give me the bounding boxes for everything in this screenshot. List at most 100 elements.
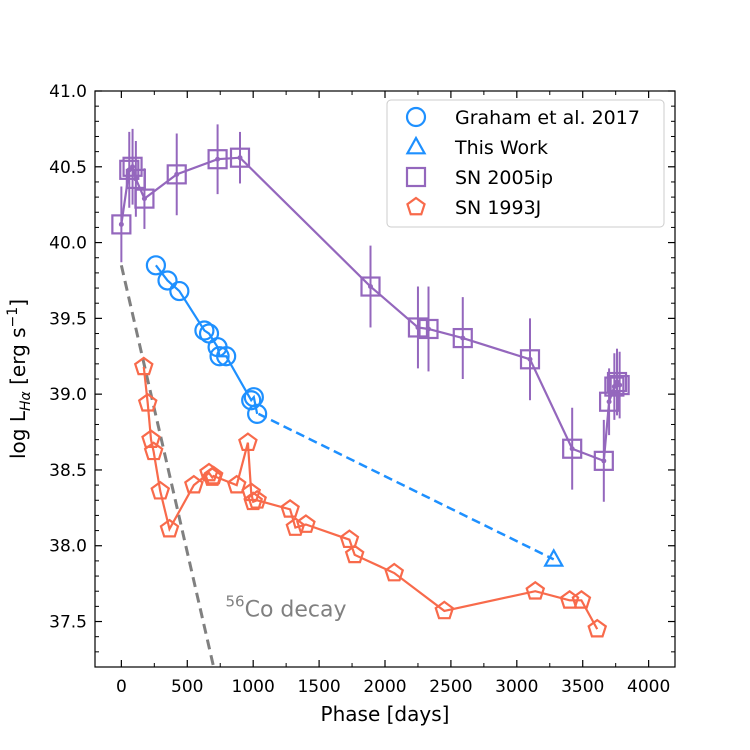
- sn-2005ip-center-dot: [611, 384, 617, 390]
- sn-2005ip-point: [562, 438, 583, 459]
- sn-2005ip-center-dot: [606, 399, 612, 405]
- y-tick-label: 39.0: [49, 385, 87, 405]
- graham-et-al-2017-point: [247, 403, 268, 424]
- sn-1993j-point: [243, 491, 264, 511]
- sn-1993j-point: [238, 432, 258, 452]
- x-tick-label: 3500: [561, 677, 604, 697]
- sn-2005ip-center-dot: [237, 155, 243, 161]
- graham-et-al-2017-point: [216, 346, 237, 367]
- y-tick-label: 38.0: [49, 537, 87, 557]
- sn-2005ip-point: [606, 371, 628, 393]
- sn-2005ip-center-dot: [460, 335, 466, 341]
- sn-2005ip-center-dot: [141, 196, 147, 202]
- sn-2005ip-center-dot: [617, 382, 623, 388]
- x-tick-label: 4000: [627, 677, 670, 697]
- y-axis-label-main: log L: [6, 410, 30, 459]
- x-axis-label: Phase [days]: [321, 702, 450, 726]
- legend-marker-sn-1993j: [406, 196, 426, 216]
- x-tick-label: 0: [116, 677, 127, 697]
- graham-et-al-2017-point: [145, 255, 166, 276]
- graham-et-al-2017-point: [194, 320, 215, 341]
- legend-entry-graham-et-al-2017: Graham et al. 2017: [405, 106, 640, 129]
- sn-2005ip-center-dot: [601, 458, 607, 464]
- cobalt-decay-line: [119, 264, 216, 667]
- y-tick-label: 41.0: [49, 82, 87, 102]
- sn-2005ip-point: [111, 214, 132, 235]
- series-sn-2005ip: [111, 124, 630, 502]
- sn-1993j-point: [184, 474, 204, 494]
- y-tick-label: 37.5: [49, 613, 87, 633]
- graham-et-al-2017-point: [157, 270, 178, 291]
- graham-et-al-2017-point: [169, 280, 190, 302]
- sn-1993j-point: [434, 600, 455, 620]
- sn-2005ip-center-dot: [130, 164, 136, 170]
- sn-1993j-point: [559, 589, 580, 609]
- series-this-work: [257, 412, 565, 567]
- cobalt-decay-text: Co decay: [245, 597, 347, 622]
- sn-1993j-point: [339, 529, 360, 549]
- x-tick-label: 1500: [297, 677, 340, 697]
- sn-2005ip-point: [229, 147, 251, 168]
- sn-2005ip-point: [593, 450, 614, 471]
- y-axis-label-units: [erg s: [6, 327, 30, 391]
- legend-label: This Work: [454, 137, 548, 159]
- sn-1993j-point: [587, 618, 608, 638]
- y-tick-label: 40.0: [49, 234, 87, 254]
- sn-1993j-point: [280, 499, 300, 518]
- sn-1993j-point: [285, 517, 306, 536]
- sn-2005ip-point: [418, 318, 439, 340]
- sn-2005ip-point: [598, 391, 620, 412]
- sn-1993j-point: [241, 482, 262, 502]
- sn-2005ip-point: [519, 349, 541, 370]
- sn-2005ip-point: [166, 164, 187, 185]
- x-tick-label: 2000: [363, 677, 406, 697]
- x-tick-label: 500: [171, 677, 203, 697]
- sn-1993j-point: [344, 544, 365, 564]
- sn-2005ip-point: [134, 188, 155, 209]
- sn-2005ip-point: [122, 156, 143, 177]
- x-tick-label: 2500: [429, 677, 472, 697]
- x-tick-label: 1000: [232, 677, 275, 697]
- y-axis-label-sub: Hα: [18, 390, 34, 411]
- sn-1993j-point: [571, 589, 592, 609]
- legend-box: [386, 99, 665, 228]
- y-axis-label: log LHα [erg s−1]: [5, 299, 34, 459]
- sn-2005ip-point: [360, 276, 381, 297]
- this-work-extrapolation-line: [257, 412, 555, 561]
- y-axis-label-units-close: ]: [6, 299, 30, 307]
- sn-1993j-point: [141, 429, 161, 449]
- sn-2005ip-point: [207, 149, 228, 170]
- legend: Graham et al. 2017 This Work SN 2005ip SN 1…: [386, 99, 665, 228]
- legend-marker-graham-et-al-2017: [405, 106, 427, 128]
- sn-1993j-point: [159, 518, 180, 538]
- sn-1993j-point: [150, 480, 171, 500]
- legend-label: Graham et al. 2017: [455, 107, 640, 129]
- sn-2005ip-center-dot: [368, 284, 373, 290]
- data-layer: [111, 124, 630, 667]
- sn-1993j-point: [247, 489, 267, 509]
- y-tick-label: 38.5: [49, 461, 87, 481]
- legend-marker-this-work: [405, 135, 427, 155]
- legend-marker-sn-2005ip: [405, 166, 427, 188]
- sn-1993j-point: [384, 562, 405, 582]
- y-tick-label: 39.5: [49, 309, 87, 329]
- sn-2005ip-point: [609, 374, 630, 396]
- axis-ticks: 0 500 1000 1500 2000 2500 3000 3500 4000 37.5 38.0…: [49, 82, 675, 697]
- legend-entry-sn-1993j: SN 1993J: [406, 196, 541, 219]
- series-graham-et-al-2017: [145, 255, 268, 424]
- sn-1993j-point: [137, 392, 158, 412]
- cobalt-decay-annotation: 56Co decay: [226, 592, 347, 622]
- sn-1993j-point: [133, 356, 154, 376]
- sn-1993j-point: [143, 441, 164, 461]
- this-work-point: [543, 548, 565, 567]
- x-tick-label: 3000: [495, 677, 538, 697]
- sn-1993j-point: [296, 514, 316, 533]
- sn-1993j-point: [525, 580, 546, 600]
- graham-et-al-2017-point: [241, 390, 262, 411]
- y-axis-label-units-exp: −1: [5, 307, 21, 328]
- legend-label: SN 2005ip: [455, 167, 553, 189]
- sn-2005ip-center-dot: [133, 176, 139, 182]
- sn-2005ip-center-dot: [527, 356, 533, 362]
- sn-2005ip-center-dot: [215, 156, 221, 162]
